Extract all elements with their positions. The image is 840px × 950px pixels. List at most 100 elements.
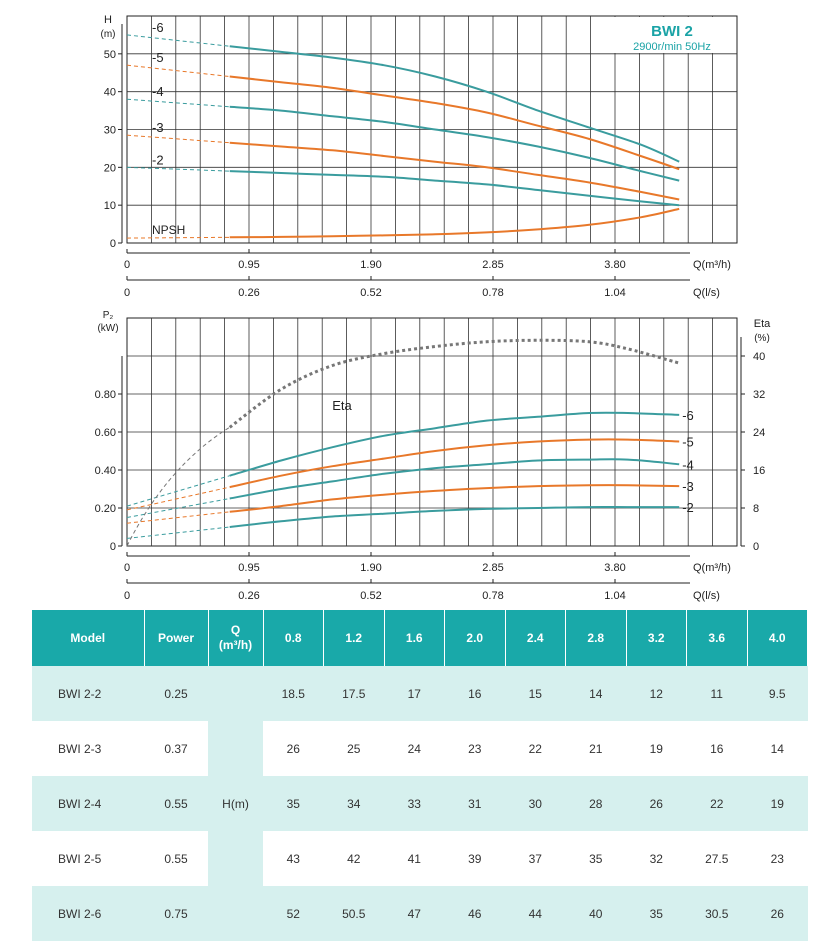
head-value-cell: 14 <box>747 721 808 776</box>
head-value-cell: 47 <box>384 886 445 941</box>
head-curve-extension <box>126 166 230 172</box>
power-y-tick-label: 0.80 <box>95 389 116 401</box>
head-value-cell: 26 <box>263 721 324 776</box>
head-value-cell: 40 <box>565 886 626 941</box>
head-value-cell: 35 <box>263 776 324 831</box>
head-value-cell: 39 <box>444 831 505 886</box>
head-series-label: -2 <box>152 152 164 167</box>
head-value-cell: 46 <box>444 886 505 941</box>
head-curve-extension <box>126 236 230 239</box>
head-value-cell: 25 <box>323 721 384 776</box>
model-cell: BWI 2-6 <box>32 886 144 941</box>
head-series-label: -6 <box>152 20 164 35</box>
header-q-value: 3.6 <box>686 610 748 666</box>
head-x2-tick-label: 0 <box>124 287 130 299</box>
power-x-axis-label: Q(m³/h) <box>693 562 731 574</box>
head-value-cell: 16 <box>444 666 505 721</box>
header-model: Model <box>32 610 145 666</box>
head-x2-tick-label: 0.78 <box>482 287 503 299</box>
power-series-label: -4 <box>682 457 694 472</box>
head-value-cell: 19 <box>626 721 687 776</box>
table-row: BWI 2-4 0.55 35 34 33 31 30 28 26 22 19 <box>32 776 808 831</box>
power-y-tick-label: 0.20 <box>95 503 116 515</box>
head-x-tick-label: 2.85 <box>482 259 503 271</box>
head-y-tick-label: 20 <box>104 162 116 174</box>
model-cell: BWI 2-4 <box>32 776 144 831</box>
power-series-label: -5 <box>682 435 694 450</box>
head-value-cell: 9.5 <box>747 666 808 721</box>
head-y-tick-label: 40 <box>104 87 116 99</box>
power-series-label: -6 <box>682 408 694 423</box>
head-x-tick-label: 0 <box>124 259 130 271</box>
eta-y-tick-label: 24 <box>753 427 765 439</box>
power-curve <box>229 506 680 528</box>
header-q-value: 2.0 <box>444 610 506 666</box>
header-q-unit: (m³/h) <box>218 638 253 652</box>
head-curve <box>229 105 680 182</box>
head-value-cell: 17.5 <box>323 666 384 721</box>
head-value-cell: 22 <box>505 721 566 776</box>
head-y-tick-label: 0 <box>110 238 116 250</box>
header-q-value: 2.8 <box>565 610 627 666</box>
head-value-cell: 52 <box>263 886 324 941</box>
power-curve-extension <box>126 475 230 507</box>
power-cell: 0.75 <box>144 886 208 941</box>
head-value-cell: 27.5 <box>686 831 747 886</box>
head-x2-tick-label: 0.52 <box>360 287 381 299</box>
head-value-cell: 26 <box>747 886 808 941</box>
power-cell: 0.25 <box>144 666 208 721</box>
head-value-cell: 41 <box>384 831 445 886</box>
eta-y-tick-label: 8 <box>753 503 759 515</box>
power-x2-tick-label: 0.52 <box>360 590 381 602</box>
power-x2-axis-label: Q(l/s) <box>693 590 720 602</box>
head-curve <box>229 75 680 171</box>
head-value-cell: 12 <box>626 666 687 721</box>
power-x-tick-label: 1.90 <box>360 562 381 574</box>
eta-y-axis-label: Eta <box>754 318 771 330</box>
head-value-cell: 34 <box>323 776 384 831</box>
power-y-tick-label: 0.40 <box>95 465 116 477</box>
performance-table: Model Power Q (m³/h) 0.8 1.2 1.6 2.0 2.4 … <box>32 610 808 941</box>
chart-title: BWI 2 <box>651 23 693 40</box>
eta-y-axis-unit: (%) <box>754 333 770 344</box>
head-y-tick-label: 10 <box>104 200 116 212</box>
eta-curve <box>228 338 680 429</box>
head-x-tick-label: 3.80 <box>604 259 625 271</box>
head-value-cell: 32 <box>626 831 687 886</box>
head-value-cell: 37 <box>505 831 566 886</box>
power-series-label: -3 <box>682 479 694 494</box>
table-row: BWI 2-2 0.25 H(m) 18.5 17.5 17 16 15 14 12 11 9.5 <box>32 666 808 941</box>
head-value-cell: 31 <box>444 776 505 831</box>
head-value-cell: 14 <box>565 666 626 721</box>
head-x2-axis-label: Q(l/s) <box>693 287 720 299</box>
head-series-label: -4 <box>152 84 164 99</box>
power-x-tick-label: 0 <box>124 562 130 574</box>
head-value-cell: 11 <box>686 666 747 721</box>
header-q-value: 2.4 <box>505 610 566 666</box>
head-value-cell: 26 <box>626 776 687 831</box>
head-series-label: NPSH <box>152 223 185 237</box>
power-x2-tick-label: 0.78 <box>482 590 503 602</box>
power-curve <box>229 484 680 513</box>
eta-y-tick-label: 32 <box>753 389 765 401</box>
power-curve <box>229 411 680 477</box>
power-curve <box>229 458 680 500</box>
head-value-cell: 15 <box>505 666 566 721</box>
power-y-tick-label: 0.60 <box>95 427 116 439</box>
model-cell: BWI 2-3 <box>32 721 144 776</box>
model-cell: BWI 2-2 <box>32 666 144 721</box>
power-series-label: -2 <box>682 500 694 515</box>
head-curve <box>229 207 680 239</box>
head-curve <box>229 141 680 201</box>
eta-curve-extension <box>126 426 230 547</box>
head-value-cell: 33 <box>384 776 445 831</box>
header-q: Q (m³/h) <box>208 610 264 666</box>
head-x-tick-label: 0.95 <box>238 259 259 271</box>
head-curve-extension <box>126 34 230 47</box>
power-x2-tick-label: 1.04 <box>604 590 625 602</box>
head-series-label: -5 <box>152 50 164 65</box>
head-x2-tick-label: 0.26 <box>238 287 259 299</box>
power-x2-tick-label: 0.26 <box>238 590 259 602</box>
